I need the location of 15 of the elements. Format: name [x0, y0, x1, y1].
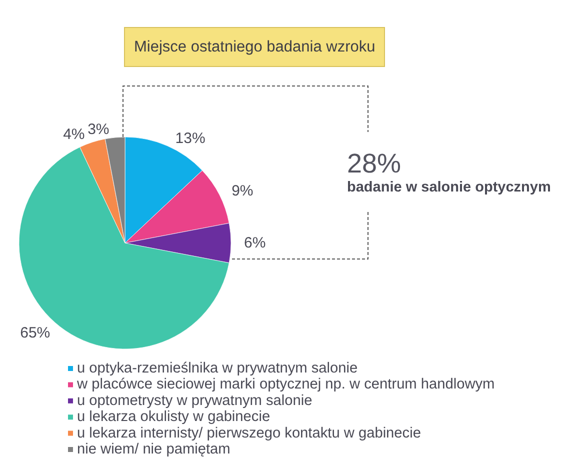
data-label: 6% [244, 234, 266, 252]
text: 28% [347, 148, 402, 178]
data-label: 13% [175, 130, 206, 147]
data-label: 4% [63, 126, 85, 144]
legend-label: nie wiem/ nie pamiętam [77, 442, 230, 458]
legend-label: u optyka-rzemieślnika w prywatnym salonie [77, 360, 358, 376]
data-label: 65% [20, 324, 50, 342]
legend-label: u lekarza internisty/ pierwszego kontaktu w gabinecie [77, 425, 421, 442]
legend-label: u optometrysty w prywatnym salonie [77, 392, 312, 409]
text: badanie w salonie optycznym [347, 180, 551, 196]
legend-label: u lekarza okulisty w gabinecie [77, 409, 270, 426]
legend-label: w placówce sieciowej marki optycznej np. w centrum handlowym [76, 376, 495, 393]
data-label: 9% [232, 182, 254, 200]
chart-title: Miejsce ostatniego badania wzroku [134, 38, 376, 56]
data-label: 3% [88, 121, 110, 138]
